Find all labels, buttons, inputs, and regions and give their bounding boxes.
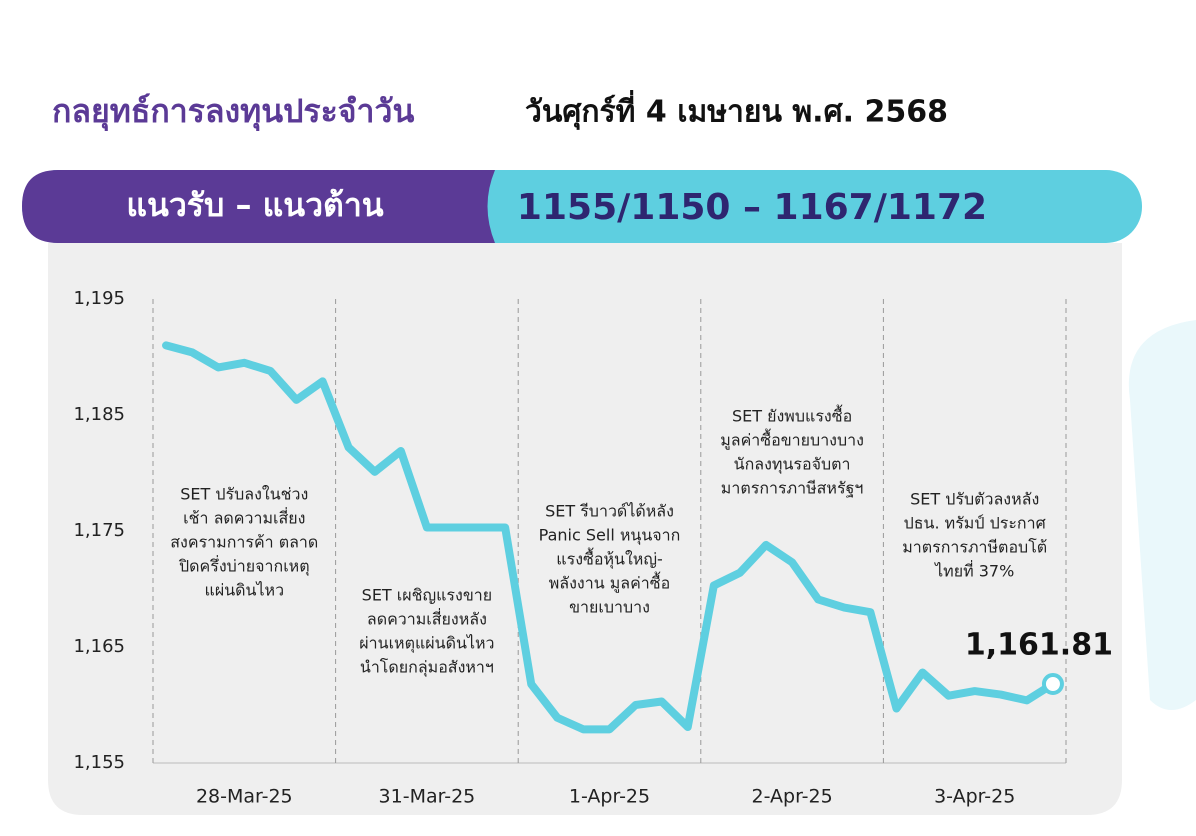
annotation: SET รีบาวด์ได้หลัง bbox=[545, 502, 674, 521]
annotation: มาตรการภาษีตอบโต้ bbox=[902, 538, 1047, 557]
annotation: Panic Sell หนุนจาก bbox=[539, 526, 681, 546]
y-tick-label: 1,185 bbox=[73, 404, 125, 425]
annotation: สงครามการค้า ตลาด bbox=[170, 533, 318, 552]
x-tick-label: 28-Mar-25 bbox=[196, 786, 293, 808]
page-title: กลยุทธ์การลงทุนประจำวัน bbox=[52, 92, 414, 132]
annotation: ผ่านเหตุแผ่นดินไหว bbox=[359, 634, 494, 654]
banner-label: แนวรับ – แนวต้าน bbox=[126, 186, 383, 224]
y-tick-label: 1,175 bbox=[73, 520, 125, 541]
x-tick-label: 3-Apr-25 bbox=[934, 786, 1015, 808]
annotation: ไทยที่ 37% bbox=[933, 560, 1014, 581]
annotation: มาตรการภาษีสหรัฐฯ bbox=[721, 479, 864, 498]
annotation: ปิดครึ่งบ่ายจากเหตุ bbox=[179, 555, 310, 577]
annotation: SET ปรับลงในช่วง bbox=[180, 485, 308, 504]
decoration bbox=[1128, 320, 1196, 710]
x-tick-label: 1-Apr-25 bbox=[569, 786, 650, 808]
annotation: ลดความเสี่ยงหลัง bbox=[367, 608, 487, 629]
annotation: นักลงทุนรอจับตา bbox=[734, 455, 851, 475]
annotation: ปธน. ทรัมป์ ประกาศ bbox=[904, 514, 1046, 533]
banner-levels: 1155/1150 – 1167/1172 bbox=[517, 187, 987, 228]
end-marker bbox=[1041, 673, 1064, 696]
end-label: 1,161.81 bbox=[965, 628, 1113, 663]
annotation: SET ปรับตัวลงหลัง bbox=[910, 490, 1039, 509]
x-tick-label: 2-Apr-25 bbox=[751, 786, 832, 808]
annotation: SET เผชิญแรงขาย bbox=[362, 586, 492, 605]
annotation: SET ยังพบแรงซื้อ bbox=[732, 405, 852, 426]
annotation: แผ่นดินไหว bbox=[205, 581, 285, 600]
y-tick-label: 1,155 bbox=[73, 752, 125, 773]
annotation: เช้า ลดความเสี่ยง bbox=[183, 507, 305, 528]
price-line bbox=[162, 341, 1057, 734]
annotation: มูลค่าซื้อขายบางบาง bbox=[720, 429, 864, 451]
x-tick-label: 31-Mar-25 bbox=[379, 786, 476, 808]
annotation: พลังงาน มูลค่าซื้อ bbox=[549, 572, 671, 594]
annotation: ขายเบาบาง bbox=[569, 598, 650, 617]
y-tick-label: 1,165 bbox=[73, 636, 125, 657]
annotation: แรงซื้อหุ้นใหญ่- bbox=[556, 548, 662, 570]
annotation: นำโดยกลุ่มอสังหาฯ bbox=[360, 658, 494, 678]
y-tick-label: 1,195 bbox=[73, 288, 125, 309]
date: วันศุกร์ที่ 4 เมษายน พ.ศ. 2568 bbox=[525, 90, 948, 131]
banner-label-bg bbox=[22, 170, 495, 243]
